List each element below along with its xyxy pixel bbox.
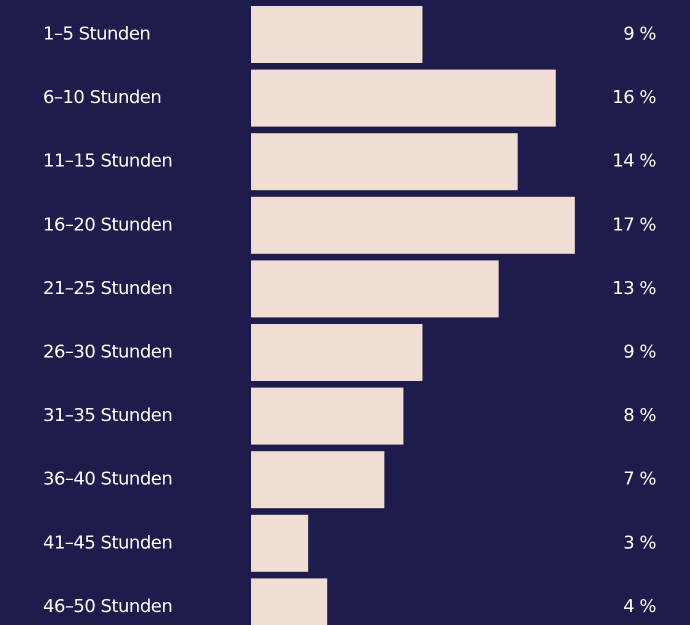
bar xyxy=(251,387,404,445)
category-label: 21–25 Stunden xyxy=(43,278,172,299)
category-label: 16–20 Stunden xyxy=(43,214,172,235)
category-label: 41–45 Stunden xyxy=(43,532,172,553)
value-label: 13 % xyxy=(612,278,656,299)
bar xyxy=(251,578,328,625)
value-label: 17 % xyxy=(612,214,656,235)
category-label: 6–10 Stunden xyxy=(43,87,161,108)
category-label: 31–35 Stunden xyxy=(43,405,172,426)
value-label: 7 % xyxy=(623,469,656,490)
value-label: 14 % xyxy=(612,151,656,172)
category-label: 36–40 Stunden xyxy=(43,469,172,490)
category-label: 46–50 Stunden xyxy=(43,596,172,617)
bar xyxy=(251,69,556,127)
bar xyxy=(251,6,423,63)
value-label: 9 % xyxy=(623,342,656,363)
bar xyxy=(251,514,309,572)
value-label: 4 % xyxy=(623,596,656,617)
category-label: 1–5 Stunden xyxy=(43,24,150,45)
bar xyxy=(251,451,385,509)
value-label: 8 % xyxy=(623,405,656,426)
bar xyxy=(251,133,518,191)
value-label: 16 % xyxy=(612,87,656,108)
category-label: 26–30 Stunden xyxy=(43,342,172,363)
category-label: 11–15 Stunden xyxy=(43,151,172,172)
value-label: 3 % xyxy=(623,532,656,553)
bar xyxy=(251,324,423,381)
value-label: 9 % xyxy=(623,24,656,45)
bar xyxy=(251,260,499,318)
bar xyxy=(251,196,575,254)
